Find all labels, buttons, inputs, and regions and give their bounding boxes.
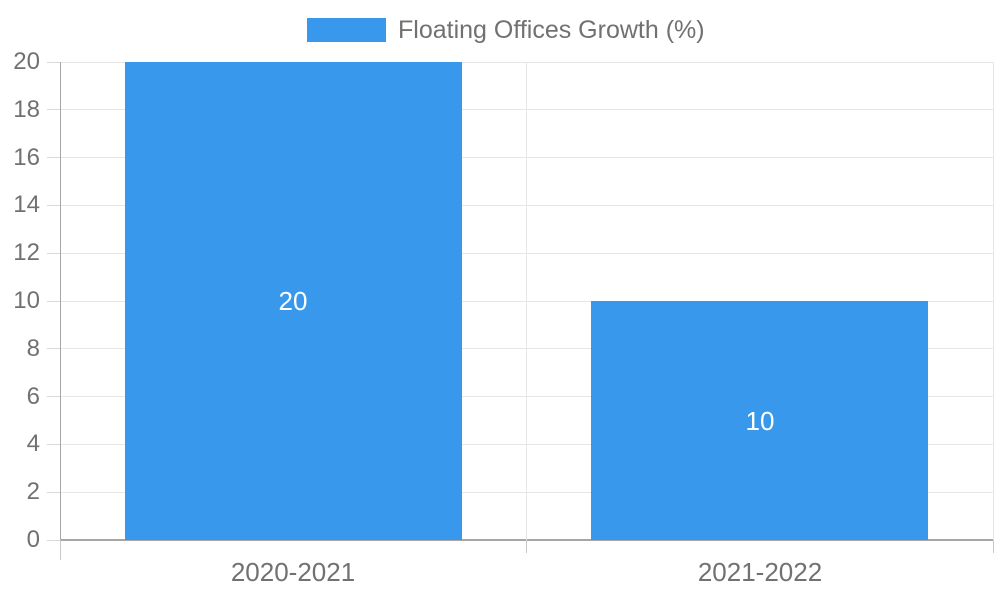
y-axis-tick-label: 8 xyxy=(26,334,40,362)
bar-2020-2021[interactable] xyxy=(125,62,462,540)
legend-label: Floating Offices Growth (%) xyxy=(398,16,705,44)
x-axis-tick xyxy=(526,540,527,553)
y-axis-tick-label: 0 xyxy=(26,526,40,553)
y-axis-tick-label: 18 xyxy=(13,95,40,123)
y-axis-tick xyxy=(47,539,60,541)
x-axis-category-label: 2020-2021 xyxy=(230,557,356,587)
y-axis-tick-label: 4 xyxy=(26,430,40,458)
x-axis-tick xyxy=(59,540,61,560)
x-axis-category-label: 2021-2022 xyxy=(697,557,823,587)
y-axis-tick xyxy=(47,204,60,206)
y-axis-tick xyxy=(47,300,60,302)
category-gridline xyxy=(526,62,527,540)
y-axis-tick xyxy=(47,61,60,63)
y-axis-tick xyxy=(47,109,60,111)
bar-value-label: 10 xyxy=(745,406,775,436)
legend[interactable]: Floating Offices Growth (%) xyxy=(307,17,705,43)
y-axis-tick-label: 16 xyxy=(13,143,40,171)
bar-2021-2022[interactable] xyxy=(591,301,928,540)
category-gridline xyxy=(992,62,994,540)
y-axis-tick-label: 12 xyxy=(13,239,40,267)
bar-value-label: 20 xyxy=(278,286,308,316)
y-axis-tick-label: 10 xyxy=(13,287,40,314)
y-axis-tick xyxy=(47,491,60,493)
y-axis-tick-label: 14 xyxy=(13,191,40,219)
y-axis-line xyxy=(59,62,61,540)
y-axis-tick-label: 6 xyxy=(26,382,40,410)
legend-swatch xyxy=(307,18,386,42)
y-axis-tick-label: 2 xyxy=(26,478,40,506)
y-axis-tick xyxy=(47,252,60,254)
y-axis-tick xyxy=(47,348,60,350)
y-axis-tick xyxy=(47,157,60,159)
y-axis-tick xyxy=(47,396,60,398)
y-axis-tick-label: 20 xyxy=(13,48,40,75)
y-axis-tick xyxy=(47,443,60,445)
x-axis-tick xyxy=(992,540,994,553)
